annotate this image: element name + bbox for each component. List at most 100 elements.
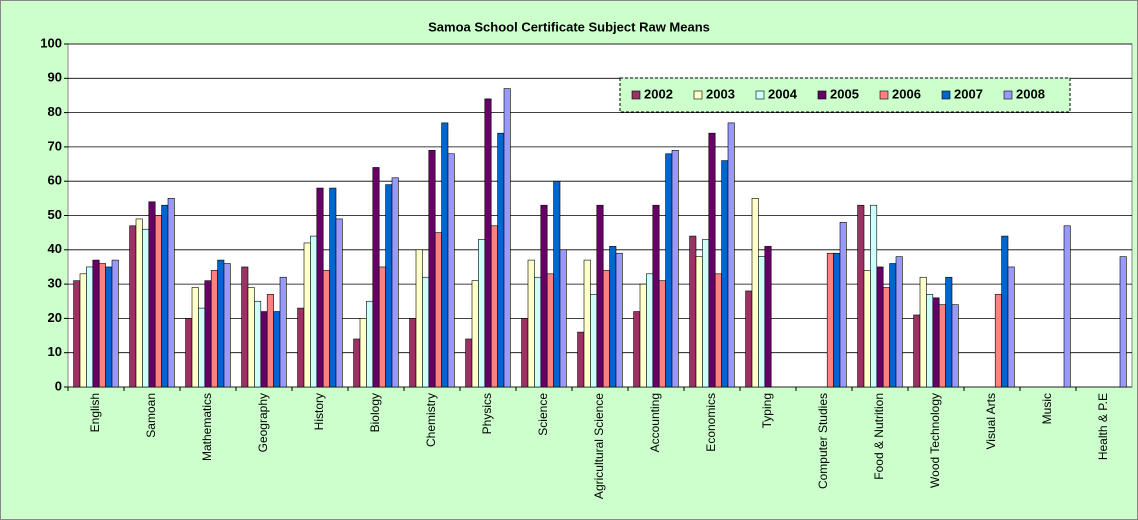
- bar: [665, 153, 673, 388]
- y-tick-label: 60: [48, 173, 62, 188]
- x-tick-label: Economics: [704, 393, 718, 452]
- bar: [758, 256, 766, 388]
- bar: [329, 187, 337, 388]
- chart-title: Samoa School Certificate Subject Raw Mea…: [428, 19, 710, 34]
- bar: [1063, 225, 1071, 388]
- bar: [708, 132, 716, 388]
- bar: [951, 304, 959, 388]
- bar: [441, 122, 449, 388]
- bar: [167, 198, 175, 388]
- bar: [559, 249, 567, 388]
- x-tick-label: Visual Arts: [984, 393, 998, 449]
- bar: [839, 222, 847, 388]
- legend-label: 2007: [954, 86, 983, 101]
- x-tick-label: Accounting: [648, 393, 662, 452]
- bar: [540, 204, 548, 388]
- bar: [534, 276, 542, 388]
- x-tick-label: Agricultural Science: [592, 393, 606, 499]
- bar: [602, 270, 610, 388]
- y-tick-label: 10: [48, 344, 62, 359]
- y-tick-label: 0: [55, 378, 62, 393]
- bar: [745, 290, 753, 388]
- bar: [73, 280, 81, 388]
- x-tick-label: Computer Studies: [816, 393, 830, 489]
- bar: [527, 259, 535, 388]
- legend-swatch: [879, 90, 889, 100]
- bar: [105, 266, 113, 388]
- bar: [359, 318, 367, 388]
- bar: [857, 204, 865, 388]
- bar: [92, 259, 100, 388]
- bar: [721, 160, 729, 388]
- bar: [86, 266, 94, 388]
- bar: [889, 263, 897, 388]
- bar: [353, 338, 361, 388]
- y-tick-label: 90: [48, 70, 62, 85]
- bar: [882, 287, 890, 388]
- bar: [378, 266, 386, 388]
- bar: [913, 314, 921, 388]
- legend-swatch: [631, 90, 641, 100]
- legend-label: 2006: [892, 86, 921, 101]
- bar: [994, 294, 1002, 388]
- bar: [658, 280, 666, 388]
- bar: [497, 132, 505, 388]
- bar: [596, 204, 604, 388]
- bar: [322, 270, 330, 388]
- y-tick-label: 20: [48, 310, 62, 325]
- bar: [335, 218, 343, 388]
- bar: [577, 331, 585, 388]
- bar: [583, 259, 591, 388]
- bar: [254, 300, 262, 388]
- bar: [409, 318, 417, 388]
- x-tick-label: Typing: [760, 393, 774, 428]
- bar: [478, 239, 486, 388]
- bar: [217, 259, 225, 388]
- bar: [646, 273, 654, 388]
- bar: [79, 273, 87, 388]
- bar: [727, 122, 735, 388]
- bar: [764, 246, 772, 388]
- y-tick-label: 30: [48, 276, 62, 291]
- bar: [310, 235, 318, 388]
- bar: [273, 311, 281, 388]
- bar: [876, 266, 884, 388]
- bar: [260, 311, 268, 388]
- bar: [434, 232, 442, 388]
- legend-label: 2004: [768, 86, 798, 101]
- bar: [247, 287, 255, 388]
- bar: [142, 228, 150, 388]
- bar: [191, 287, 199, 388]
- legend-swatch: [817, 90, 827, 100]
- bar: [609, 246, 617, 388]
- bar: [385, 184, 393, 388]
- bar: [1007, 266, 1015, 388]
- x-tick-label: Samoan: [144, 393, 158, 438]
- bar: [932, 297, 940, 388]
- x-tick-label: Biology: [368, 393, 382, 432]
- bar: [198, 307, 206, 388]
- bar: [241, 266, 249, 388]
- bar: [826, 252, 834, 388]
- bar: [135, 218, 143, 388]
- legend-swatch: [693, 90, 703, 100]
- bar: [428, 150, 436, 388]
- bar: [372, 167, 380, 388]
- bar: [98, 263, 106, 388]
- legend-swatch: [1003, 90, 1013, 100]
- x-tick-label: Music: [1040, 393, 1054, 424]
- bar: [415, 249, 423, 388]
- bar: [521, 318, 529, 388]
- legend-label: 2003: [706, 86, 735, 101]
- bar: [833, 252, 841, 388]
- x-tick-label: Geography: [256, 393, 270, 452]
- bar: [895, 256, 903, 388]
- y-tick-label: 80: [48, 104, 62, 119]
- bar: [297, 307, 305, 388]
- bar: [702, 239, 710, 388]
- y-tick-label: 50: [48, 207, 62, 222]
- bar: [484, 98, 492, 388]
- x-tick-label: Physics: [480, 393, 494, 434]
- bar: [391, 177, 399, 388]
